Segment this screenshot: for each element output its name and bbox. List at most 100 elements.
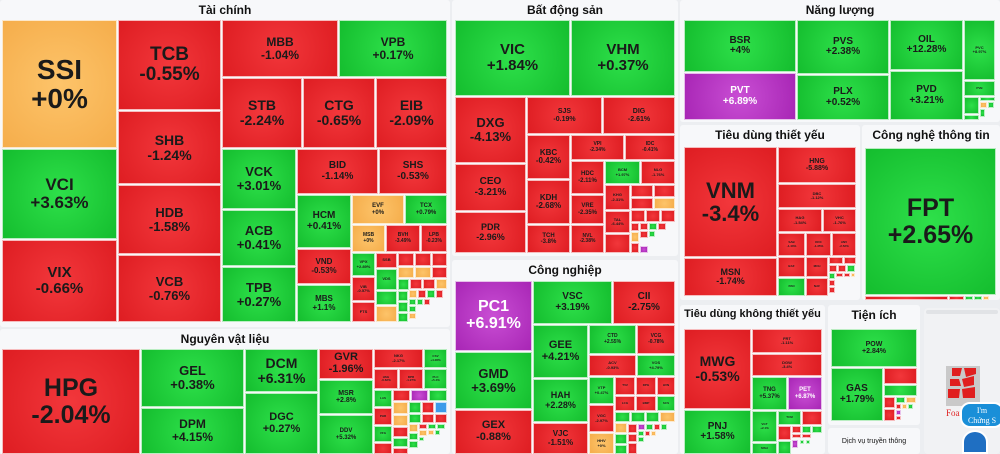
stock-tile-hdb[interactable]: HDB -1.58% <box>118 185 221 254</box>
stock-tile-small[interactable] <box>631 210 645 222</box>
stock-tile-small[interactable] <box>983 296 989 300</box>
stock-tile-sab[interactable]: SAB -1.43% <box>778 233 805 256</box>
stock-tile-small[interactable] <box>393 415 408 426</box>
stock-tile-small[interactable] <box>792 426 801 433</box>
stock-tile-hah[interactable]: HAH +2.28% <box>533 379 588 422</box>
stock-tile-small[interactable] <box>422 414 434 423</box>
stock-tile-vhm[interactable]: VHM +0.37% <box>571 20 675 96</box>
stock-tile-plc[interactable]: PLC +5.4% <box>424 369 447 389</box>
stock-tile-ssi[interactable]: SSI +0% <box>2 20 117 148</box>
stock-tile-pc1[interactable]: PC1 +6.91% <box>455 281 532 351</box>
stock-tile-small[interactable] <box>628 443 637 454</box>
stock-tile-eib[interactable]: EIB -2.09% <box>376 78 447 148</box>
stock-tile-vic[interactable]: VIC +1.84% <box>455 20 570 96</box>
stock-tile-small[interactable] <box>436 290 443 298</box>
stock-tile-small[interactable] <box>778 441 791 454</box>
stock-tile-small[interactable] <box>631 243 639 253</box>
stock-tile-hpg[interactable]: HPG -2.04% <box>2 349 140 454</box>
stock-tile-dpm[interactable]: DPM +4.15% <box>141 408 244 454</box>
stock-tile-khg[interactable]: KHG -2.31% <box>605 185 630 210</box>
stock-tile-small[interactable] <box>435 414 447 423</box>
stock-tile-pdr[interactable]: PDR -2.96% <box>455 212 526 253</box>
stock-tile-pvb[interactable]: PVB <box>964 81 995 96</box>
stock-tile-small[interactable] <box>802 411 822 425</box>
stock-tile-small[interactable] <box>884 368 917 384</box>
stock-tile-lpb[interactable]: LPB -0.23% <box>421 225 447 252</box>
stock-tile-small[interactable] <box>419 437 424 441</box>
stock-tile-bvh[interactable]: BVH -3.49% <box>386 225 420 252</box>
stock-tile-small[interactable] <box>847 265 855 272</box>
stock-tile-shs[interactable]: SHS -0.53% <box>379 149 447 194</box>
stock-tile-gvr[interactable]: GVR -1.96% <box>319 349 373 379</box>
stock-tile-small[interactable] <box>851 273 855 277</box>
stock-tile-small[interactable] <box>424 299 430 305</box>
stock-tile-vpb[interactable]: VPB +0.17% <box>339 20 447 77</box>
stock-tile-small[interactable] <box>393 448 408 454</box>
stock-tile-small[interactable] <box>829 280 835 286</box>
stock-tile-kdc[interactable]: KDC -1.35% <box>806 233 831 256</box>
stock-tile-small[interactable] <box>640 231 648 238</box>
stock-tile-fts[interactable]: FTS <box>352 302 375 322</box>
stock-tile-small[interactable] <box>949 296 964 300</box>
stock-tile-vix[interactable]: VIX -0.66% <box>2 240 117 322</box>
stock-tile-vjc[interactable]: VJC -1.51% <box>533 423 588 454</box>
stock-tile-small[interactable] <box>865 296 948 300</box>
stock-tile-plx[interactable]: PLX +0.52% <box>797 75 889 120</box>
stock-tile-small[interactable] <box>411 390 428 401</box>
stock-tile-vnd[interactable]: VND -0.53% <box>297 249 351 284</box>
stock-tile-small[interactable] <box>605 234 630 253</box>
stock-tile-small[interactable] <box>615 412 630 422</box>
stock-tile-las[interactable]: LAS <box>374 390 392 407</box>
stock-tile-bcm[interactable]: BCM +1.97% <box>605 161 640 184</box>
stock-tile-small[interactable] <box>628 424 637 433</box>
stock-tile-hvn[interactable]: HVN <box>657 377 675 395</box>
stock-tile-small[interactable] <box>906 397 916 403</box>
stock-tile-small[interactable] <box>398 253 414 266</box>
stock-tile-vtp[interactable]: VTP +0.47% <box>589 377 614 404</box>
stock-tile-pvc[interactable]: PVC +8.97% <box>964 20 995 80</box>
stock-tile-small[interactable] <box>631 232 639 242</box>
stock-tile-pet[interactable]: PET +6.87% <box>788 377 822 410</box>
stock-tile-frt[interactable]: FRT -1.11% <box>752 329 822 353</box>
stock-tile-small[interactable] <box>631 223 639 231</box>
stock-tile-mch[interactable]: MCH <box>806 257 828 277</box>
stock-tile-vpx[interactable]: VPX +2.89% <box>352 253 375 276</box>
stock-tile-small[interactable] <box>640 223 648 230</box>
stock-tile-small[interactable] <box>884 397 895 408</box>
stock-tile-vos[interactable]: VOS +4.79% <box>637 355 675 376</box>
stock-tile-small[interactable] <box>988 102 994 108</box>
stock-tile-pvt[interactable]: PVT +6.89% <box>684 73 796 120</box>
stock-tile-small[interactable] <box>638 437 644 442</box>
stock-tile-hhv[interactable]: HHV +0% <box>589 433 614 454</box>
stock-tile-small[interactable] <box>654 424 660 430</box>
stock-tile-vfg[interactable]: VFG <box>374 426 392 442</box>
stock-tile-dpr[interactable]: DPR -1.27% <box>399 369 423 389</box>
stock-tile-small[interactable] <box>980 102 987 108</box>
stock-tile-small[interactable] <box>631 412 645 422</box>
stock-tile-small[interactable] <box>409 299 416 305</box>
stock-tile-shb[interactable]: SHB -1.24% <box>118 111 221 184</box>
stock-tile-evf[interactable]: EVF +0% <box>352 195 404 224</box>
stock-tile-msn[interactable]: MSN -1.74% <box>684 258 777 296</box>
stock-tile-vcg[interactable]: VCG -0.78% <box>637 325 675 354</box>
stock-tile-baf[interactable]: BAF <box>778 257 805 277</box>
stock-tile-tcm[interactable]: TCM <box>778 411 801 425</box>
stock-tile-kdh[interactable]: KDH -2.68% <box>527 180 570 224</box>
stock-tile-small[interactable] <box>980 97 995 101</box>
stock-tile-small[interactable] <box>376 306 397 322</box>
stock-tile-small[interactable] <box>844 257 856 264</box>
stock-tile-small[interactable] <box>638 424 645 430</box>
stock-tile-hdc[interactable]: HDC -2.11% <box>571 161 604 194</box>
stock-tile-small[interactable] <box>964 97 979 114</box>
stock-tile-small[interactable] <box>419 424 427 429</box>
stock-tile-small[interactable] <box>844 273 850 277</box>
stock-tile-small[interactable] <box>654 198 675 209</box>
stock-tile-small[interactable] <box>645 431 650 436</box>
stock-tile-kbc[interactable]: KBC -0.42% <box>527 135 570 179</box>
stock-tile-sjs[interactable]: SJS -0.19% <box>527 97 602 134</box>
stock-tile-small[interactable] <box>649 223 657 230</box>
stock-tile-small[interactable] <box>409 402 421 413</box>
stock-tile-small[interactable] <box>812 426 822 433</box>
stock-tile-vre[interactable]: VRE -2.35% <box>571 195 604 224</box>
stock-tile-small[interactable] <box>393 402 408 414</box>
